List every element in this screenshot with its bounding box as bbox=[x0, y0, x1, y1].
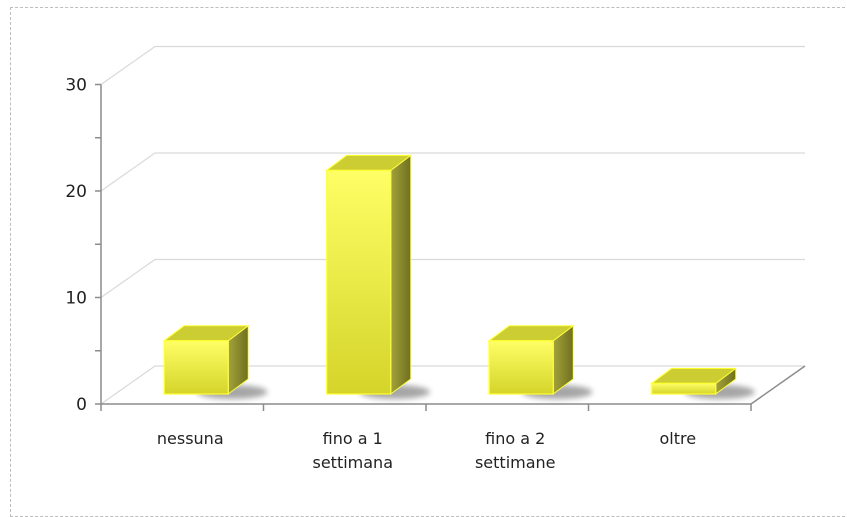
bar-front bbox=[326, 169, 392, 395]
bars bbox=[162, 154, 755, 399]
x-tick-label: fino a 1 settimana bbox=[312, 429, 393, 472]
floor-right-edge bbox=[750, 365, 806, 405]
y-tick-label: 30 bbox=[65, 76, 87, 96]
bar bbox=[162, 324, 268, 399]
x-tick-label-line: nessuna bbox=[157, 429, 224, 448]
gridline bbox=[100, 258, 805, 298]
y-tick-label: 0 bbox=[76, 395, 87, 415]
bar-front bbox=[651, 382, 717, 395]
gridline bbox=[100, 45, 805, 85]
gridline bbox=[100, 152, 805, 192]
x-tick-label-line: settimane bbox=[475, 453, 556, 472]
x-tick-label: oltre bbox=[659, 429, 696, 448]
bar bbox=[650, 367, 755, 399]
x-tick-label-line: fino a 1 bbox=[323, 429, 383, 448]
bar-front bbox=[163, 340, 229, 395]
axes bbox=[95, 83, 806, 411]
y-tick-label: 10 bbox=[65, 289, 87, 309]
bar-side bbox=[390, 154, 412, 395]
tick-labels: 0 10 20 30 nessuna fino a 1 settimana fino a 2 s… bbox=[65, 76, 696, 473]
gridlines bbox=[100, 45, 805, 298]
x-tick-label-line: oltre bbox=[659, 429, 696, 448]
y-tick-label: 20 bbox=[65, 182, 87, 202]
bar-front bbox=[488, 340, 554, 395]
x-tick-label-line: settimana bbox=[312, 453, 393, 472]
x-tick-label: fino a 2 settimane bbox=[475, 429, 556, 472]
x-tick-label: nessuna bbox=[157, 429, 224, 448]
floor-back-edge bbox=[100, 365, 805, 405]
bar bbox=[325, 154, 430, 399]
bar bbox=[487, 324, 593, 399]
bar-chart: 0 10 20 30 nessuna fino a 1 settimana fino a 2 s… bbox=[65, 45, 806, 473]
x-tick-label-line: fino a 2 bbox=[485, 429, 545, 448]
